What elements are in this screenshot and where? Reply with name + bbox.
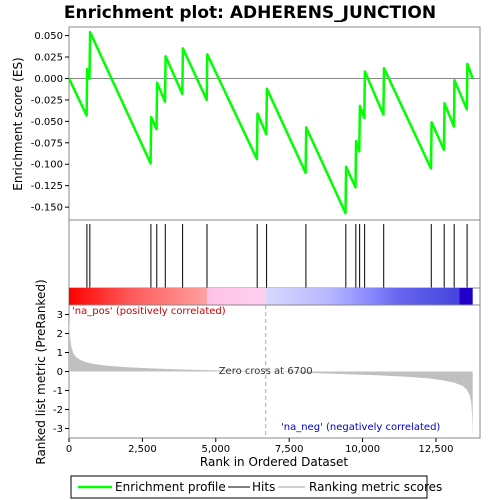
es-y-tick-label: -0.125 — [31, 181, 63, 192]
metric-y-tick-label: 0 — [57, 367, 63, 378]
es-y-tick-label: 0.025 — [34, 53, 63, 64]
es-y-tick-label: -0.025 — [31, 95, 63, 106]
x-axis-label: Rank in Ordered Dataset — [200, 455, 348, 469]
metric-y-tick-label: -1 — [53, 386, 63, 397]
es-y-tick-label: 0.000 — [34, 74, 63, 85]
metric-y-tick-label: 2 — [57, 329, 63, 340]
metric-y-tick-label: -3 — [53, 424, 63, 435]
legend-hits-label: Hits — [252, 480, 275, 494]
es-y-tick-label: -0.100 — [31, 160, 63, 171]
rank-colorbar — [69, 288, 473, 305]
pos-correlated-label: 'na_pos' (positively correlated) — [72, 306, 226, 317]
x-tick-label: 12,500 — [418, 444, 453, 455]
neg-correlated-label: 'na_neg' (negatively correlated) — [281, 422, 440, 433]
x-tick-label: 7,500 — [275, 444, 304, 455]
metric-y-ticks: 3 2 1 0 -1 -2 -3 — [53, 310, 69, 435]
legend: Enrichment profile Hits Ranking metric s… — [70, 475, 442, 499]
legend-metric-label: Ranking metric scores — [309, 480, 442, 494]
colorbar-panel — [68, 287, 481, 306]
x-tick-label: 2,500 — [128, 444, 157, 455]
metric-y-tick-label: 3 — [57, 310, 63, 321]
enrichment-profile-line — [67, 30, 474, 215]
es-plot-area — [68, 26, 481, 221]
legend-enrichment-label: Enrichment profile — [115, 480, 226, 494]
x-tick-label: 0 — [66, 444, 72, 455]
es-y-tick-label: -0.050 — [31, 117, 63, 128]
hits-panel — [68, 219, 481, 289]
metric-y-tick-label: 1 — [57, 348, 63, 359]
es-y-tick-label: -0.150 — [31, 203, 63, 214]
chart-title: Enrichment plot: ADHERENS_JUNCTION — [64, 3, 436, 23]
es-y-tick-label: 0.050 — [34, 31, 63, 42]
es-y-axis-label: Enrichment score (ES) — [11, 57, 25, 190]
zero-cross-label: Zero cross at 6700 — [219, 366, 313, 377]
metric-y-axis-label: Ranked list metric (PreRanked) — [34, 279, 48, 464]
es-panel: 0.050 0.025 0.000 -0.025 -0.050 -0.075 -0.100 -… — [11, 26, 481, 221]
metric-x-ticks: 0 2,500 5,000 7,500 10,000 12,500 — [66, 438, 453, 455]
metric-y-tick-label: -2 — [53, 405, 63, 416]
x-tick-label: 10,000 — [345, 444, 380, 455]
es-y-tick-label: -0.075 — [31, 138, 63, 149]
hit-markers — [86, 224, 468, 288]
x-tick-label: 5,000 — [201, 444, 230, 455]
hits-plot-area — [68, 219, 481, 289]
es-y-ticks: 0.050 0.025 0.000 -0.025 -0.050 -0.075 -0.100 -… — [31, 31, 69, 214]
